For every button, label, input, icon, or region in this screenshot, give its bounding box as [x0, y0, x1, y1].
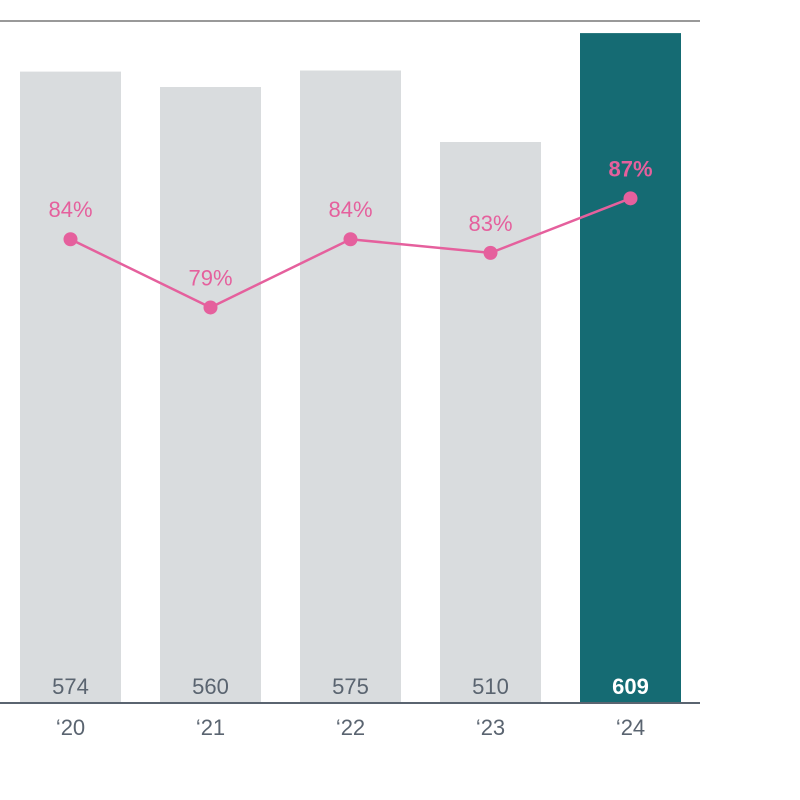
percentage-label-0: 84%: [48, 197, 92, 222]
percentage-labels-group: 84% 79% 84% 83% 87%: [48, 156, 652, 290]
bar-value-label-4: 609: [612, 674, 649, 699]
bar-value-label-2: 575: [332, 674, 369, 699]
line-point-0: [63, 232, 78, 247]
bar-2: [300, 70, 401, 703]
percentage-label-1: 79%: [188, 265, 232, 290]
percentage-label-3: 83%: [468, 211, 512, 236]
percentage-label-2: 84%: [328, 197, 372, 222]
line-point-4: [623, 191, 638, 206]
x-tick-label-4: ‘24: [616, 715, 645, 740]
bar-0: [20, 71, 121, 704]
x-tick-labels-group: ‘20 ‘21 ‘22 ‘23 ‘24: [56, 715, 645, 740]
bar-labels-group: 574 560 575 510 609: [52, 674, 649, 699]
x-tick-label-0: ‘20: [56, 715, 85, 740]
percentage-label-4: 87%: [608, 156, 652, 181]
line-point-3: [483, 245, 498, 260]
x-tick-label-2: ‘22: [336, 715, 365, 740]
bar-value-label-3: 510: [472, 674, 509, 699]
bar-value-label-0: 574: [52, 674, 89, 699]
line-point-2: [343, 232, 358, 247]
bar-value-label-1: 560: [192, 674, 229, 699]
x-tick-label-3: ‘23: [476, 715, 505, 740]
bar-3: [440, 142, 541, 703]
percentage-points-group: [63, 191, 638, 315]
bars-group: [20, 33, 681, 704]
bar-1: [160, 87, 261, 703]
bar-4: [580, 33, 681, 704]
line-point-1: [203, 300, 218, 315]
x-tick-label-1: ‘21: [196, 715, 225, 740]
